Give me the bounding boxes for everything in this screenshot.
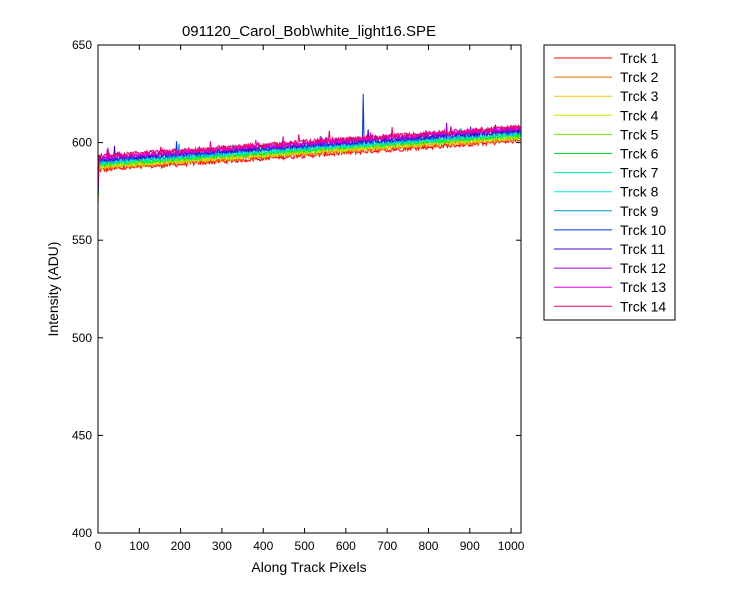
y-axis-label: Intensity (ADU)	[45, 242, 61, 337]
legend-label: Trck 7	[620, 165, 659, 181]
y-tick-label: 500	[72, 331, 92, 345]
legend-label: Trck 9	[620, 203, 659, 219]
x-tick-label: 0	[95, 539, 102, 553]
y-tick-label: 600	[72, 136, 92, 150]
y-tick-label: 650	[72, 38, 92, 52]
legend-label: Trck 4	[620, 107, 659, 123]
x-tick-label: 100	[129, 539, 149, 553]
legend-label: Trck 1	[620, 50, 659, 66]
x-tick-label: 700	[377, 539, 397, 553]
legend-label: Trck 8	[620, 184, 659, 200]
x-tick-label: 300	[212, 539, 232, 553]
legend-label: Trck 10	[620, 222, 666, 238]
x-tick-label: 1000	[498, 539, 525, 553]
legend-items: Trck 1 Trck 2 Trck 3 Trck 4 Trck 5 Trck 6 Trck…	[554, 50, 666, 314]
series-line	[97, 122, 521, 194]
legend-label: Trck 12	[620, 260, 666, 276]
legend-label: Trck 13	[620, 279, 666, 295]
legend-label: Trck 14	[620, 298, 666, 314]
x-tick-label: 200	[171, 539, 191, 553]
y-tick-label: 550	[72, 233, 92, 247]
x-tick-label: 800	[418, 539, 438, 553]
x-tick-label: 900	[460, 539, 480, 553]
series-line	[97, 124, 521, 192]
legend-box	[543, 44, 676, 321]
legend-label: Trck 3	[620, 88, 659, 104]
x-axis-label: Along Track Pixels	[251, 559, 366, 575]
chart-title: 091120_Carol_Bob\white_light16.SPE	[182, 23, 436, 40]
x-tick-label: 400	[253, 539, 273, 553]
x-axis-ticks: 0 100 200 300 400 500 600 700 800 900 1000	[95, 45, 525, 553]
x-tick-label: 500	[295, 539, 315, 553]
legend-label: Trck 2	[620, 69, 659, 85]
legend: Trck 1 Trck 2 Trck 3 Trck 4 Trck 5 Trck 6 Trck…	[543, 44, 676, 321]
y-tick-label: 400	[72, 526, 92, 540]
plot-lines	[97, 93, 521, 206]
plot-area	[97, 44, 522, 534]
y-tick-label: 450	[72, 428, 92, 442]
x-tick-label: 600	[336, 539, 356, 553]
legend-label: Trck 5	[620, 126, 659, 142]
y-axis-ticks: 400 450 500 550 600 650	[72, 38, 521, 540]
legend-label: Trck 6	[620, 146, 659, 162]
legend-label: Trck 11	[620, 241, 665, 257]
